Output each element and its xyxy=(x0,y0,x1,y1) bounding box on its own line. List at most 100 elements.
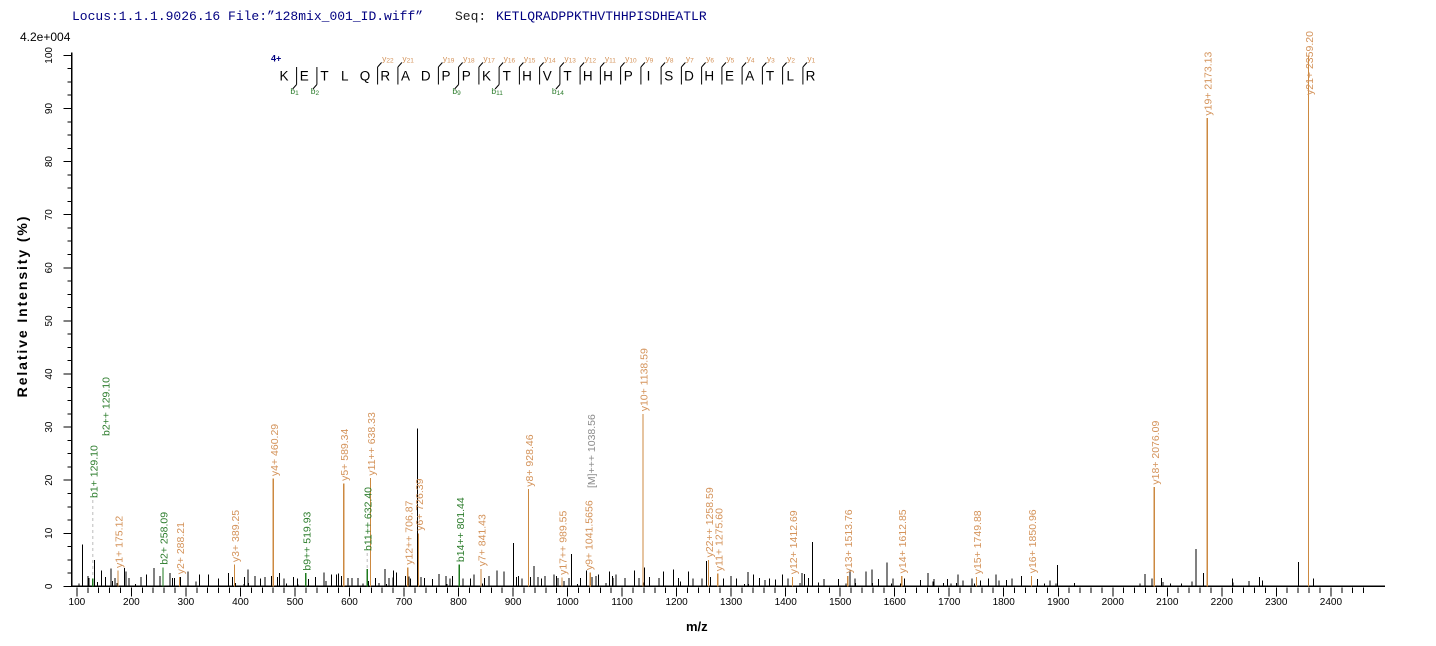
svg-text:y6: y6 xyxy=(706,54,714,65)
svg-text:y10+ 1138.59: y10+ 1138.59 xyxy=(639,348,651,411)
svg-text:Locus:1.1.1.9026.16 File:”128m: Locus:1.1.1.9026.16 File:”128mix_001_ID.… xyxy=(72,9,423,24)
svg-text:60: 60 xyxy=(44,262,55,274)
svg-text:y14+ 1612.85: y14+ 1612.85 xyxy=(897,509,909,573)
svg-text:10: 10 xyxy=(44,527,55,539)
svg-text:4.2e+004: 4.2e+004 xyxy=(20,30,71,44)
svg-text:y13: y13 xyxy=(564,54,576,65)
svg-text:2400: 2400 xyxy=(1320,597,1343,608)
svg-text:y12: y12 xyxy=(585,54,597,65)
svg-text:b2+ 258.09: b2+ 258.09 xyxy=(159,512,171,565)
svg-text:100: 100 xyxy=(44,47,55,64)
svg-text:1600: 1600 xyxy=(884,597,907,608)
svg-text:m/z: m/z xyxy=(686,619,708,634)
svg-text:T: T xyxy=(563,69,571,84)
svg-text:K: K xyxy=(482,69,491,84)
svg-text:600: 600 xyxy=(341,597,358,608)
svg-text:y18: y18 xyxy=(463,54,475,65)
svg-text:y11: y11 xyxy=(605,54,616,65)
svg-text:y15+ 1749.88: y15+ 1749.88 xyxy=(972,510,984,574)
svg-text:y18+ 2076.09: y18+ 2076.09 xyxy=(1150,421,1162,485)
svg-text:E: E xyxy=(725,69,734,84)
svg-text:y17: y17 xyxy=(483,54,495,65)
svg-text:40: 40 xyxy=(44,368,55,380)
svg-text:b1: b1 xyxy=(290,86,299,97)
svg-text:y2: y2 xyxy=(787,54,795,65)
svg-text:0: 0 xyxy=(44,583,55,589)
svg-text:1300: 1300 xyxy=(720,597,743,608)
svg-text:700: 700 xyxy=(396,597,413,608)
svg-text:2200: 2200 xyxy=(1211,597,1234,608)
svg-text:20: 20 xyxy=(44,474,55,486)
svg-text:1000: 1000 xyxy=(556,597,579,608)
svg-text:P: P xyxy=(462,69,471,84)
svg-text:I: I xyxy=(647,69,651,84)
svg-text:b2: b2 xyxy=(311,86,320,97)
svg-text:Q: Q xyxy=(360,69,371,84)
svg-text:y8+ 928.46: y8+ 928.46 xyxy=(524,434,536,486)
svg-text:KETLQRADPPKTHVTHHPISDHEATLR: KETLQRADPPKTHVTHHPISDHEATLR xyxy=(496,9,707,24)
svg-text:Relative Intensity (%): Relative Intensity (%) xyxy=(14,215,30,398)
svg-text:500: 500 xyxy=(287,597,304,608)
svg-text:200: 200 xyxy=(123,597,140,608)
svg-text:2300: 2300 xyxy=(1265,597,1288,608)
svg-text:S: S xyxy=(664,69,673,84)
svg-text:E: E xyxy=(300,69,309,84)
svg-text:1500: 1500 xyxy=(829,597,852,608)
svg-text:L: L xyxy=(341,69,349,84)
svg-text:y3: y3 xyxy=(767,54,775,65)
svg-text:b14: b14 xyxy=(552,86,564,97)
svg-text:D: D xyxy=(684,69,694,84)
svg-text:y15: y15 xyxy=(524,54,536,65)
svg-text:[M]+++ 1038.56: [M]+++ 1038.56 xyxy=(586,414,598,488)
svg-text:y4+ 460.29: y4+ 460.29 xyxy=(269,424,281,476)
svg-text:y9+ 1041.5656: y9+ 1041.5656 xyxy=(584,500,596,570)
svg-text:y1+ 175.12: y1+ 175.12 xyxy=(113,516,125,568)
svg-text:y13+ 1513.76: y13+ 1513.76 xyxy=(843,509,855,573)
svg-text:R: R xyxy=(806,69,816,84)
svg-text:y16+ 1850.96: y16+ 1850.96 xyxy=(1027,509,1039,573)
svg-text:b1+ 129.10: b1+ 129.10 xyxy=(88,445,100,498)
svg-text:1200: 1200 xyxy=(665,597,688,608)
svg-text:50: 50 xyxy=(44,315,55,327)
svg-text:y22: y22 xyxy=(382,54,394,65)
svg-text:b9: b9 xyxy=(452,86,461,97)
svg-text:y4: y4 xyxy=(747,54,755,65)
svg-text:1100: 1100 xyxy=(611,597,633,608)
svg-text:y5+ 589.34: y5+ 589.34 xyxy=(339,428,351,480)
svg-text:y2+ 288.21: y2+ 288.21 xyxy=(175,522,187,574)
svg-text:y7: y7 xyxy=(686,54,694,65)
svg-text:y9: y9 xyxy=(645,54,653,65)
svg-text:H: H xyxy=(704,69,714,84)
svg-text:y10: y10 xyxy=(625,54,637,65)
svg-text:H: H xyxy=(583,69,593,84)
svg-text:y3+ 389.25: y3+ 389.25 xyxy=(230,510,242,562)
svg-text:y11++ 638.33: y11++ 638.33 xyxy=(366,412,378,476)
svg-text:4+: 4+ xyxy=(271,54,281,64)
svg-text:A: A xyxy=(401,69,410,84)
svg-text:2100: 2100 xyxy=(1156,597,1179,608)
svg-text:1900: 1900 xyxy=(1047,597,1070,608)
svg-text:y12+ 1412.69: y12+ 1412.69 xyxy=(788,510,800,574)
svg-text:y21+ 2359.20: y21+ 2359.20 xyxy=(1304,31,1316,95)
svg-text:K: K xyxy=(279,69,288,84)
svg-text:y21: y21 xyxy=(402,54,414,65)
svg-text:y8: y8 xyxy=(666,54,674,65)
svg-text:b2++ 129.10: b2++ 129.10 xyxy=(100,377,112,436)
svg-text:1400: 1400 xyxy=(775,597,798,608)
svg-text:y12++ 706.87: y12++ 706.87 xyxy=(403,500,415,564)
svg-text:R: R xyxy=(380,69,390,84)
svg-text:2000: 2000 xyxy=(1102,597,1125,608)
svg-text:y19+ 2173.13: y19+ 2173.13 xyxy=(1203,52,1215,116)
svg-text:y11+ 1275.60: y11+ 1275.60 xyxy=(713,508,725,571)
svg-text:900: 900 xyxy=(505,597,522,608)
svg-text:A: A xyxy=(745,69,754,84)
svg-text:70: 70 xyxy=(44,209,55,221)
svg-text:b11: b11 xyxy=(491,86,503,97)
svg-text:V: V xyxy=(543,69,552,84)
svg-text:30: 30 xyxy=(44,421,55,433)
svg-text:y7+ 841.43: y7+ 841.43 xyxy=(477,514,489,566)
svg-text:T: T xyxy=(766,69,774,84)
svg-text:80: 80 xyxy=(44,156,55,168)
svg-text:y17++ 989.55: y17++ 989.55 xyxy=(557,511,569,575)
svg-text:y14: y14 xyxy=(544,54,556,65)
